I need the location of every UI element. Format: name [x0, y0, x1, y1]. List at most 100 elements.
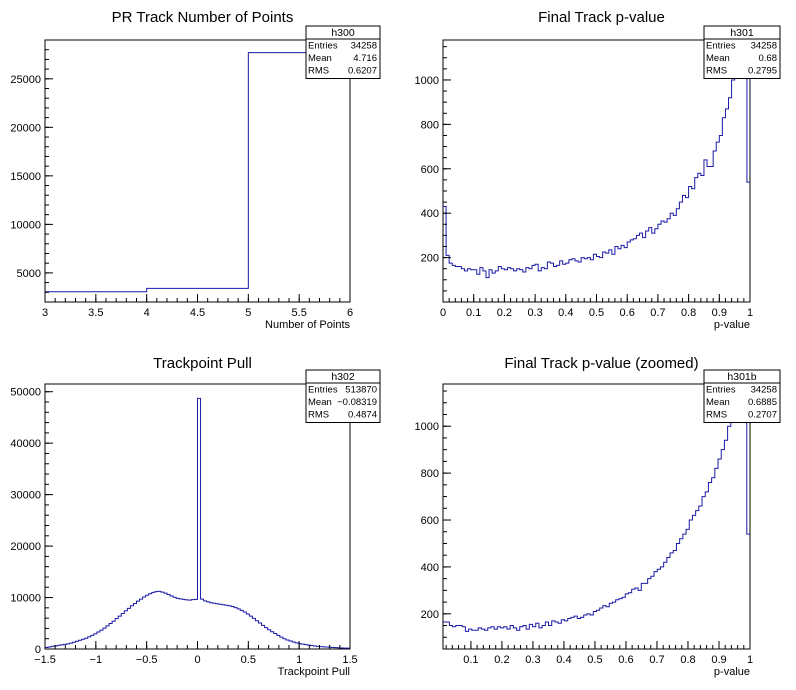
x-tick-label: −1 — [90, 654, 103, 666]
x-tick-label: 5.5 — [292, 307, 307, 319]
plot-frame — [44, 39, 351, 303]
x-tick-label: 1 — [747, 307, 753, 319]
y-tick-label: 40000 — [10, 438, 41, 450]
panel-trackpoint-pull: Trackpoint Pull −1.5 −1 −0.5 0 0.5 1 1.5 0 10000 2… — [10, 355, 381, 678]
x-tick-label: 0.5 — [587, 654, 602, 666]
y-tick-label: 600 — [421, 515, 439, 527]
y-tick-label: 0 — [35, 644, 41, 656]
y-tick-label: 20000 — [10, 122, 41, 134]
stats-box-frame — [703, 25, 781, 79]
x-tick-label: 5 — [245, 307, 251, 319]
x-tick-label: 0.8 — [680, 654, 695, 666]
x-tick-label: 3.5 — [88, 307, 103, 319]
y-tick-label: 1000 — [415, 421, 439, 433]
stats-box-frame — [305, 369, 381, 423]
stats-histogram-name: h300 — [331, 27, 355, 39]
stats-value: 0.2795 — [748, 66, 777, 77]
stats-key: RMS — [706, 410, 727, 421]
stats-value: 34258 — [751, 41, 777, 52]
y-tick-label: 600 — [421, 164, 439, 176]
stats-value: 513870 — [345, 385, 377, 396]
stats-key: Entries — [706, 41, 736, 52]
x-tick-label: 1.5 — [342, 654, 357, 666]
y-tick-label: 10000 — [10, 219, 41, 231]
x-tick-label: 0.1 — [463, 654, 478, 666]
stats-box: h300 Entries 34258 Mean 4.716 RMS 0.6207 — [305, 25, 381, 79]
x-tick-label: 4 — [144, 307, 150, 319]
stats-value: 34258 — [751, 385, 777, 396]
stats-value: 0.68 — [759, 53, 778, 64]
y-tick-label: 15000 — [10, 171, 41, 183]
stats-key: Entries — [706, 385, 736, 396]
x-tick-label: 0.4 — [558, 307, 573, 319]
panel-final-track-p-value: Final Track p-value 0 0.1 0.2 0.3 0.4 0.5 0.6 0.… — [415, 9, 781, 331]
stats-key: RMS — [308, 410, 329, 421]
y-tick-label: 25000 — [10, 74, 41, 86]
panel-pr-track-number-of-points: PR Track Number of Points 3 3.5 4 4.5 5 5.5 6 50… — [10, 9, 381, 331]
x-tick-label: 0.7 — [650, 307, 665, 319]
x-tick-label: 4.5 — [190, 307, 205, 319]
stats-box: h302 Entries 513870 Mean −0.08319 RMS 0.4874 — [305, 369, 381, 423]
stats-value: 0.4874 — [348, 410, 377, 421]
histogram-line — [443, 383, 750, 632]
x-tick-label: 0.5 — [241, 654, 256, 666]
stats-value: 34258 — [351, 41, 377, 52]
panel-final-track-p-value-zoomed: Final Track p-value (zoomed) 0.1 0.2 0.3 0.4… — [415, 355, 781, 678]
x-tick-label: 0 — [194, 654, 200, 666]
x-tick-label: 0.1 — [466, 307, 481, 319]
x-tick-label: 0.8 — [681, 307, 696, 319]
chart-title: Trackpoint Pull — [153, 355, 252, 372]
y-tick-label: 400 — [421, 562, 439, 574]
x-axis-label: Trackpoint Pull — [278, 666, 350, 678]
y-tick-label: 10000 — [10, 593, 41, 605]
stats-key: RMS — [308, 66, 329, 77]
histogram-line — [45, 52, 350, 293]
plot-frame — [442, 383, 751, 650]
x-tick-label: 0.5 — [589, 307, 604, 319]
stats-histogram-name: h301b — [727, 371, 756, 383]
x-tick-label: 0.6 — [618, 654, 633, 666]
x-tick-label: 3 — [42, 307, 48, 319]
stats-box-frame — [305, 25, 381, 79]
y-tick-label: 5000 — [17, 268, 41, 280]
y-tick-label: 400 — [421, 208, 439, 220]
histogram-line — [443, 39, 750, 279]
chart-title: PR Track Number of Points — [112, 9, 294, 26]
x-axis-label: p-value — [714, 319, 750, 331]
stats-value: −0.08319 — [337, 397, 377, 408]
y-tick-label: 50000 — [10, 387, 41, 399]
y-tick-label: 800 — [421, 119, 439, 131]
y-tick-label: 20000 — [10, 541, 41, 553]
x-tick-label: −1.5 — [34, 654, 56, 666]
x-axis-label: p-value — [714, 666, 750, 678]
x-tick-label: 6 — [347, 307, 353, 319]
x-tick-label: 0.7 — [649, 654, 664, 666]
y-tick-label: 30000 — [10, 490, 41, 502]
y-tick-label: 200 — [421, 253, 439, 265]
x-tick-label: 0.3 — [525, 654, 540, 666]
x-tick-label: 0.4 — [556, 654, 571, 666]
histogram-line — [45, 397, 350, 649]
x-tick-label: 0.3 — [527, 307, 542, 319]
x-tick-label: 0 — [440, 307, 446, 319]
stats-key: Mean — [706, 397, 730, 408]
stats-box: h301b Entries 34258 Mean 0.6885 RMS 0.2707 — [703, 369, 781, 423]
stats-value: 0.2707 — [748, 410, 777, 421]
stats-key: Mean — [706, 53, 730, 64]
stats-histogram-name: h302 — [331, 371, 355, 383]
stats-key: Entries — [308, 385, 338, 396]
x-tick-label: 1 — [747, 654, 753, 666]
x-tick-label: 0.2 — [497, 307, 512, 319]
chart-title: Final Track p-value — [538, 9, 665, 26]
x-tick-label: 1 — [296, 654, 302, 666]
y-tick-label: 800 — [421, 468, 439, 480]
stats-histogram-name: h301 — [730, 27, 754, 39]
y-tick-label: 1000 — [415, 75, 439, 87]
stats-value: 0.6885 — [748, 397, 777, 408]
stats-box-frame — [703, 369, 781, 423]
stats-key: RMS — [706, 66, 727, 77]
chart-title: Final Track p-value (zoomed) — [504, 355, 698, 372]
stats-key: Entries — [308, 41, 338, 52]
stats-key: Mean — [308, 53, 332, 64]
